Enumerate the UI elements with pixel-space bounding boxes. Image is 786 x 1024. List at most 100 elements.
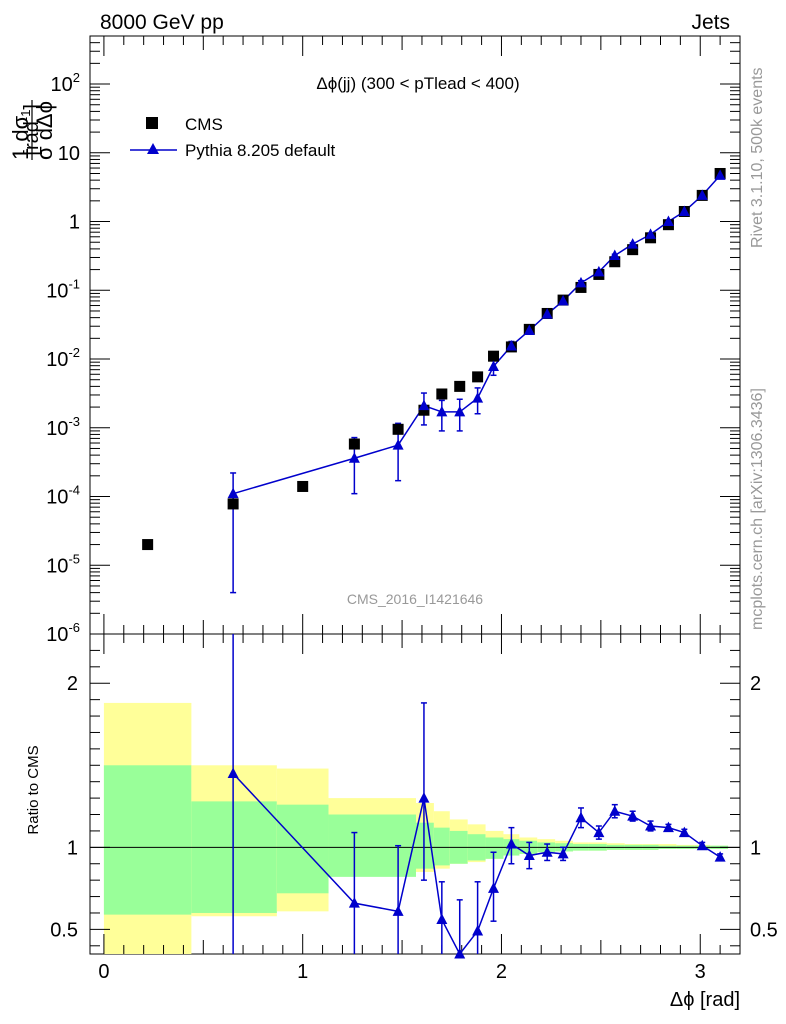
mc-point — [227, 487, 239, 499]
mc-point — [454, 405, 466, 417]
main-y-label: 1 dσ σ dΔϕ [rad-1] — [8, 100, 57, 160]
main-ytick-label: 10 — [58, 143, 80, 165]
rivet-label: Rivet 3.1.10, 500k events — [749, 67, 766, 248]
mc-ratio-point — [392, 905, 404, 916]
main-ytick-mantissa: 10 — [46, 555, 68, 577]
mc-ratio-point — [523, 849, 535, 861]
band-inner — [191, 801, 277, 913]
band-inner — [103, 765, 192, 915]
main-ytick-mantissa: 10 — [46, 349, 68, 371]
ratio-marks — [227, 634, 726, 959]
main-ytick-mantissa: 10 — [46, 280, 68, 302]
cms-point — [348, 438, 360, 450]
cms-point — [436, 388, 448, 400]
main-ytick-label: 10-6 — [46, 620, 80, 646]
main-ytick-exponent: -1 — [68, 276, 80, 291]
cms-point — [392, 423, 404, 435]
ratio-ytick-label-right: 2 — [750, 673, 761, 695]
main-marks — [142, 167, 726, 594]
mc-ratio-point — [696, 839, 708, 851]
band-inner — [485, 837, 504, 859]
mc-point — [488, 360, 500, 371]
main-ytick-label: 10-4 — [46, 483, 80, 509]
main-ytick-mantissa: 10 — [46, 487, 68, 509]
mc-point — [645, 228, 657, 239]
ratio-y-ticks: 0.5 0.5 1 1 2 2 — [50, 649, 778, 947]
mc-point — [348, 452, 360, 463]
main-ytick-mantissa: 10 — [46, 624, 68, 646]
mc-ratio-point — [505, 838, 517, 849]
mc-ratio-point — [472, 925, 484, 936]
legend-mc-label: Pythia 8.205 default — [185, 141, 336, 160]
main-ytick-label: 10-1 — [46, 276, 80, 302]
legend-mc-marker — [147, 143, 159, 154]
mc-ratio-point — [714, 851, 726, 862]
main-ytick-label: 102 — [51, 70, 80, 96]
cms-point — [418, 404, 430, 416]
ratio-ytick-label-right: 1 — [750, 837, 761, 859]
ratio-ytick-label: 0.5 — [50, 919, 78, 941]
mc-point — [436, 405, 448, 417]
header-left: 8000 GeV pp — [100, 11, 224, 34]
mc-ratio-point — [593, 826, 605, 838]
ylabel-unit: [rad — [21, 121, 43, 155]
mc-point — [523, 324, 535, 335]
ylabel-numerator: 1 dσ — [8, 115, 33, 160]
cms-point — [488, 350, 500, 362]
mc-point — [627, 238, 639, 249]
mc-ratio-point — [227, 767, 239, 778]
mc-ratio-point — [541, 846, 553, 857]
mc-point — [609, 249, 621, 261]
mc-point — [392, 439, 404, 450]
mc-point — [593, 265, 605, 277]
xtick-label: 0 — [98, 961, 109, 983]
main-ytick-mantissa: 10 — [46, 418, 68, 440]
mc-ratio-point — [575, 811, 587, 823]
legend-data-marker — [146, 117, 158, 129]
mc-ratio-point — [436, 913, 448, 925]
mc-ratio-point — [662, 821, 674, 833]
ratio-ytick-label-right: 0.5 — [750, 919, 778, 941]
mc-ratio-point — [645, 820, 657, 831]
band-inner — [328, 814, 416, 877]
xtick-label: 1 — [297, 961, 308, 983]
mc-point — [662, 215, 674, 227]
mc-line — [232, 174, 721, 495]
main-ytick-exponent: -5 — [68, 551, 80, 566]
main-ytick-label: 10-5 — [46, 551, 80, 577]
mc-point — [575, 276, 587, 288]
ratio-uncertainty-bands — [90, 702, 740, 954]
main-ytick-mantissa: 10 — [51, 74, 73, 96]
main-ytick-label: 10-3 — [46, 414, 80, 440]
cms-point — [142, 539, 154, 551]
plot-title: Δϕ(jj) (300 < pTlead < 400) — [316, 74, 519, 93]
mc-ratio-point — [557, 847, 569, 859]
band-inner — [433, 827, 450, 866]
main-ytick-exponent: -3 — [68, 414, 80, 429]
mc-point — [472, 392, 484, 403]
mc-point — [678, 205, 690, 216]
mc-point — [696, 189, 708, 200]
mc-ratio-point — [678, 826, 690, 838]
mc-point — [541, 308, 553, 319]
legend-data-label: CMS — [185, 115, 223, 134]
ylabel-unit-close: ] — [21, 104, 43, 110]
ratio-ytick-label: 2 — [67, 673, 78, 695]
cms-point — [297, 480, 309, 492]
x-axis-label: Δϕ [rad] — [670, 989, 740, 1011]
ratio-frame — [89, 633, 741, 955]
mc-ratio-point — [609, 805, 621, 816]
mc-ratio-point — [488, 882, 500, 893]
ylabel-denominator: σ dΔϕ — [32, 101, 57, 160]
ratio-y-label: Ratio to CMS — [25, 745, 42, 834]
mc-ratio-point — [627, 810, 639, 821]
xtick-label: 3 — [695, 961, 706, 983]
mcplots-label: mcplots.cern.ch [arXiv:1306.3436] — [749, 388, 766, 630]
cms-point — [609, 256, 621, 268]
ratio-ytick-label: 1 — [67, 837, 78, 859]
main-ytick-label: 1 — [69, 212, 80, 234]
mc-ratio-point — [348, 897, 360, 908]
analysis-id: CMS_2016_I1421646 — [347, 591, 483, 607]
